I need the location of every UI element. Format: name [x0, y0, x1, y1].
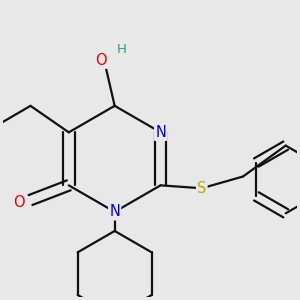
Text: O: O [96, 53, 107, 68]
Text: N: N [109, 204, 120, 219]
Text: O: O [13, 196, 25, 211]
Text: H: H [117, 44, 127, 56]
Text: S: S [197, 181, 206, 196]
Text: N: N [155, 125, 166, 140]
